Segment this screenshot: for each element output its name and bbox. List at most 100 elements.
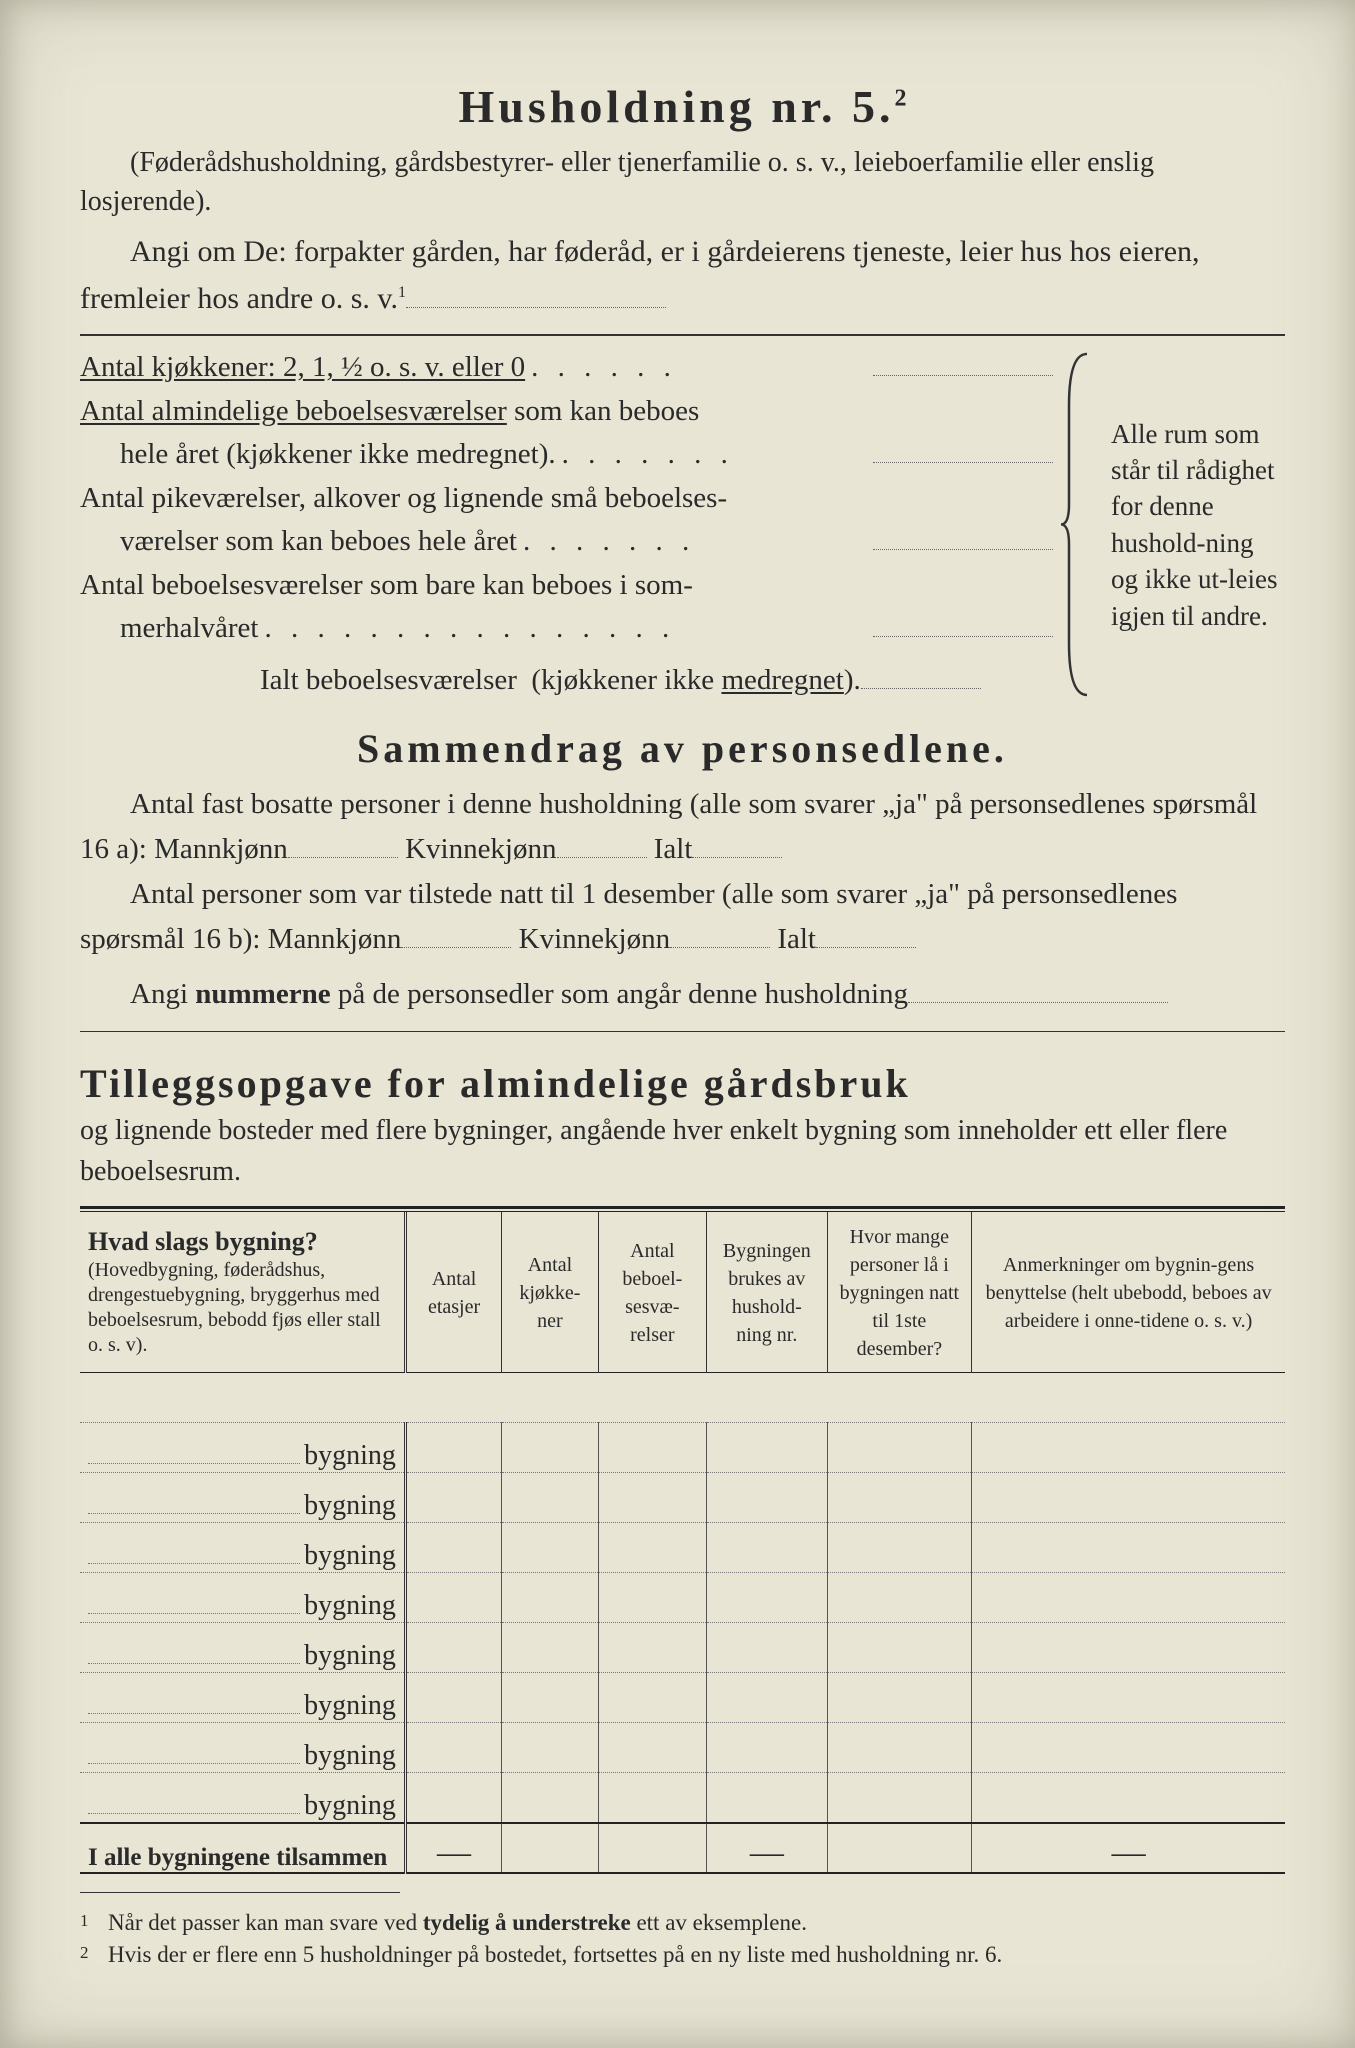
row-type-cell[interactable]: bygning <box>80 1673 405 1723</box>
rooms-section: Antal kjøkkener: 2, 1, ½ o. s. v. eller … <box>80 346 1285 703</box>
blank-field[interactable] <box>406 276 666 308</box>
room-line-1: Antal almindelige beboelsesværelser som … <box>80 390 1053 477</box>
row-cell[interactable] <box>502 1573 598 1623</box>
row-cell[interactable] <box>502 1723 598 1773</box>
footnote-rule <box>80 1892 400 1893</box>
row-cell[interactable] <box>598 1573 706 1623</box>
row-type-cell[interactable]: bygning <box>80 1623 405 1673</box>
brace-icon <box>1059 346 1099 703</box>
col-header-type: Hvad slags bygning? (Hovedbygning, føder… <box>80 1212 405 1373</box>
row-cell[interactable] <box>502 1623 598 1673</box>
blank-field[interactable] <box>861 658 981 688</box>
row-cell[interactable] <box>972 1623 1285 1673</box>
appendix-subtitle: og lignende bosteder med flere bygninger… <box>80 1111 1285 1192</box>
table-header-row: Hvad slags bygning? (Hovedbygning, føder… <box>80 1212 1285 1373</box>
summary-line-1: Antal fast bosatte personer i denne hush… <box>80 782 1285 872</box>
blank-field[interactable] <box>670 919 770 948</box>
row-cell[interactable] <box>405 1523 501 1573</box>
row-cell[interactable] <box>972 1773 1285 1823</box>
row-cell[interactable] <box>598 1523 706 1573</box>
row-cell[interactable] <box>972 1673 1285 1723</box>
row-cell[interactable] <box>827 1623 972 1673</box>
row-cell[interactable] <box>502 1473 598 1523</box>
row-cell[interactable] <box>707 1473 828 1523</box>
row-type-cell[interactable]: bygning <box>80 1423 405 1473</box>
total-cell[interactable] <box>827 1823 972 1873</box>
row-cell[interactable] <box>502 1773 598 1823</box>
row-cell[interactable] <box>405 1423 501 1473</box>
blank-field[interactable] <box>873 434 1053 463</box>
table-row: bygning <box>80 1673 1285 1723</box>
row-cell[interactable] <box>707 1673 828 1723</box>
divider <box>80 334 1285 336</box>
row-cell[interactable] <box>972 1423 1285 1473</box>
row-cell[interactable] <box>598 1673 706 1723</box>
blank-field[interactable] <box>557 829 647 858</box>
header-separator <box>80 1373 1285 1423</box>
row-cell[interactable] <box>707 1573 828 1623</box>
row-cell[interactable] <box>405 1573 501 1623</box>
total-cell[interactable] <box>502 1823 598 1873</box>
table-row: bygning <box>80 1573 1285 1623</box>
row-cell[interactable] <box>827 1723 972 1773</box>
row-cell[interactable] <box>598 1473 706 1523</box>
rooms-questions: Antal kjøkkener: 2, 1, ½ o. s. v. eller … <box>80 346 1053 703</box>
row-cell[interactable] <box>405 1773 501 1823</box>
row-cell[interactable] <box>972 1573 1285 1623</box>
row-cell[interactable] <box>405 1623 501 1673</box>
row-cell[interactable] <box>827 1673 972 1723</box>
row-cell[interactable] <box>598 1623 706 1673</box>
col-header-persons: Hvor mange personer lå i bygningen natt … <box>827 1212 972 1373</box>
row-cell[interactable] <box>707 1773 828 1823</box>
row-cell[interactable] <box>707 1623 828 1673</box>
row-cell[interactable] <box>827 1423 972 1473</box>
appendix-title: Tilleggsopgave for almindelige gårdsbruk <box>80 1060 1285 1107</box>
divider <box>80 1031 1285 1032</box>
rooms-margin-note: Alle rum som står til rådighet for denne… <box>1105 346 1285 703</box>
row-cell[interactable] <box>707 1523 828 1573</box>
rooms-total: Ialt beboelsesværelser (kjøkkener ikke m… <box>80 657 1053 703</box>
blank-field[interactable] <box>873 608 1053 637</box>
col-header-usedby: Bygningen brukes av hushold-ning nr. <box>707 1212 828 1373</box>
row-cell[interactable] <box>405 1473 501 1523</box>
blank-field[interactable] <box>873 521 1053 550</box>
blank-field[interactable] <box>816 919 916 948</box>
row-cell[interactable] <box>972 1723 1285 1773</box>
row-type-cell[interactable]: bygning <box>80 1773 405 1823</box>
row-type-cell[interactable]: bygning <box>80 1723 405 1773</box>
row-cell[interactable] <box>598 1423 706 1473</box>
row-cell[interactable] <box>707 1423 828 1473</box>
subtitle: (Føderådshusholdning, gårdsbestyrer- ell… <box>80 143 1285 221</box>
row-cell[interactable] <box>502 1673 598 1723</box>
row-cell[interactable] <box>972 1473 1285 1523</box>
col-header-rooms: Antal beboel-sesvæ-relser <box>598 1212 706 1373</box>
row-cell[interactable] <box>827 1473 972 1523</box>
row-cell[interactable] <box>598 1723 706 1773</box>
row-cell[interactable] <box>405 1673 501 1723</box>
table-row: bygning <box>80 1623 1285 1673</box>
row-cell[interactable] <box>502 1423 598 1473</box>
blank-field[interactable] <box>873 347 1053 376</box>
room-line-2: Antal pikeværelser, alkover og lignende … <box>80 477 1053 564</box>
row-type-cell[interactable]: bygning <box>80 1473 405 1523</box>
blank-field[interactable] <box>288 829 398 858</box>
row-cell[interactable] <box>405 1723 501 1773</box>
blank-field[interactable] <box>692 829 782 858</box>
row-cell[interactable] <box>827 1523 972 1573</box>
row-cell[interactable] <box>972 1523 1285 1573</box>
row-cell[interactable] <box>598 1773 706 1823</box>
row-cell[interactable] <box>827 1573 972 1623</box>
row-type-cell[interactable]: bygning <box>80 1573 405 1623</box>
total-cell[interactable] <box>598 1823 706 1873</box>
row-cell[interactable] <box>707 1723 828 1773</box>
table-row: bygning <box>80 1723 1285 1773</box>
total-label: I alle bygningene tilsammen <box>80 1823 405 1873</box>
summary-line-3: Angi nummerne på de personsedler som ang… <box>80 972 1285 1017</box>
row-type-cell[interactable]: bygning <box>80 1523 405 1573</box>
page-title: Husholdning nr. 5.2 <box>80 80 1285 133</box>
row-cell[interactable] <box>827 1773 972 1823</box>
table-row: bygning <box>80 1473 1285 1523</box>
blank-field[interactable] <box>908 973 1168 1003</box>
blank-field[interactable] <box>401 919 511 948</box>
row-cell[interactable] <box>502 1523 598 1573</box>
